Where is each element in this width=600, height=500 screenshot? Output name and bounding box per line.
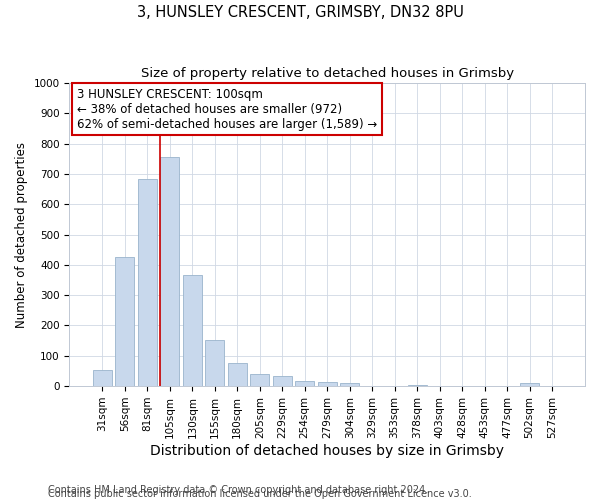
Text: 3 HUNSLEY CRESCENT: 100sqm
← 38% of detached houses are smaller (972)
62% of sem: 3 HUNSLEY CRESCENT: 100sqm ← 38% of deta… <box>77 88 377 130</box>
Bar <box>115 258 134 386</box>
Bar <box>183 276 202 386</box>
Title: Size of property relative to detached houses in Grimsby: Size of property relative to detached ho… <box>140 68 514 80</box>
Bar <box>317 382 337 386</box>
Bar <box>228 364 247 386</box>
Bar <box>138 178 157 386</box>
Bar <box>205 340 224 386</box>
Text: Contains public sector information licensed under the Open Government Licence v3: Contains public sector information licen… <box>48 489 472 499</box>
X-axis label: Distribution of detached houses by size in Grimsby: Distribution of detached houses by size … <box>150 444 504 458</box>
Bar <box>520 383 539 386</box>
Bar <box>407 384 427 386</box>
Bar <box>250 374 269 386</box>
Bar <box>160 158 179 386</box>
Y-axis label: Number of detached properties: Number of detached properties <box>15 142 28 328</box>
Text: Contains HM Land Registry data © Crown copyright and database right 2024.: Contains HM Land Registry data © Crown c… <box>48 485 428 495</box>
Bar <box>272 376 292 386</box>
Bar <box>340 383 359 386</box>
Bar <box>295 380 314 386</box>
Bar <box>93 370 112 386</box>
Text: 3, HUNSLEY CRESCENT, GRIMSBY, DN32 8PU: 3, HUNSLEY CRESCENT, GRIMSBY, DN32 8PU <box>137 5 463 20</box>
